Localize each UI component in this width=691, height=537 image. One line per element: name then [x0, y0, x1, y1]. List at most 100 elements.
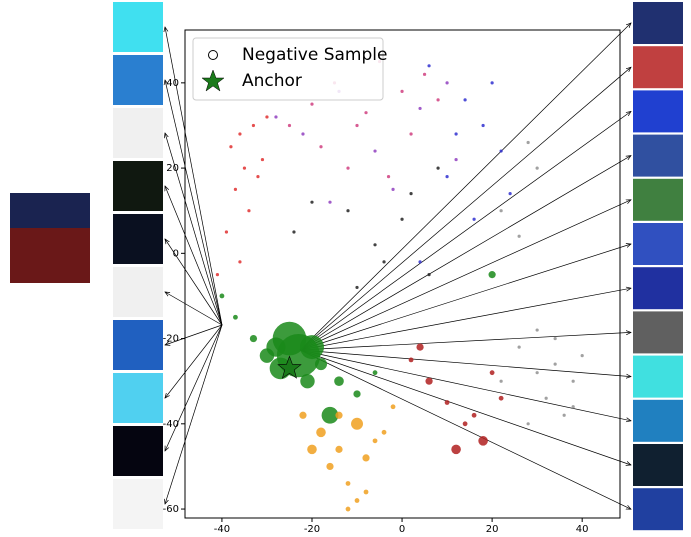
- point: [300, 335, 324, 359]
- thumbnail: [633, 488, 683, 530]
- arrow: [300, 350, 631, 421]
- point: [500, 209, 503, 212]
- point: [261, 158, 264, 161]
- thumbnail: [113, 426, 163, 476]
- point: [454, 158, 457, 161]
- point: [572, 405, 575, 408]
- point: [491, 81, 494, 84]
- point: [400, 90, 403, 93]
- point: [391, 188, 394, 191]
- y-tick-label: 0: [173, 248, 179, 259]
- point: [472, 218, 475, 221]
- point: [500, 380, 503, 383]
- plot-frame: [185, 30, 620, 518]
- thumbnail: [633, 223, 683, 265]
- point: [387, 175, 390, 178]
- point: [489, 271, 496, 278]
- point: [436, 166, 439, 169]
- point: [364, 490, 369, 495]
- thumbnail: [113, 214, 163, 264]
- figure: -40-200204040200-20-40-60 Negative Sampl…: [0, 0, 691, 533]
- x-tick-label: -40: [214, 524, 230, 533]
- point: [581, 354, 584, 357]
- point: [247, 209, 250, 212]
- point: [229, 145, 232, 148]
- query-image-detail: [10, 228, 90, 283]
- point: [478, 436, 488, 446]
- point: [250, 335, 257, 342]
- point: [409, 132, 412, 135]
- point: [256, 175, 259, 178]
- point: [355, 124, 358, 127]
- point: [416, 343, 423, 350]
- point: [423, 73, 426, 76]
- point: [518, 345, 521, 348]
- point: [382, 260, 385, 263]
- point: [315, 358, 327, 370]
- thumbnail: [633, 311, 683, 353]
- thumbnail: [113, 161, 163, 211]
- point: [346, 166, 349, 169]
- point: [216, 273, 219, 276]
- y-tick-label: -20: [163, 334, 179, 345]
- point: [353, 390, 360, 397]
- point: [265, 115, 268, 118]
- point: [225, 230, 228, 233]
- point: [243, 166, 246, 169]
- thumbnail: [113, 55, 163, 105]
- point: [536, 166, 539, 169]
- point: [427, 273, 430, 276]
- point: [292, 230, 295, 233]
- thumbnail: [633, 135, 683, 177]
- point: [233, 315, 238, 320]
- point: [220, 294, 225, 299]
- point: [382, 430, 387, 435]
- point: [335, 412, 342, 419]
- arrow: [300, 244, 631, 350]
- point: [451, 445, 461, 455]
- thumbnail: [633, 444, 683, 486]
- legend-label: Anchor: [242, 71, 302, 91]
- y-tick-label: -40: [163, 419, 179, 430]
- point: [373, 243, 376, 246]
- point: [490, 370, 495, 375]
- point: [274, 115, 277, 118]
- thumbnail: [113, 320, 163, 370]
- point: [572, 380, 575, 383]
- point: [536, 371, 539, 374]
- point: [335, 446, 342, 453]
- point: [527, 422, 530, 425]
- arrow: [165, 325, 222, 504]
- point: [463, 98, 466, 101]
- thumbnail: [113, 479, 163, 529]
- thumbnail: [113, 267, 163, 317]
- point: [563, 414, 566, 417]
- point: [518, 235, 521, 238]
- point: [300, 374, 314, 388]
- point: [310, 103, 313, 106]
- y-tick-label: 20: [166, 163, 179, 174]
- thumbnail: [633, 400, 683, 442]
- point: [299, 412, 306, 419]
- legend-label: Negative Sample: [242, 45, 387, 65]
- point: [373, 370, 378, 375]
- point: [454, 132, 457, 135]
- arrow: [300, 67, 631, 350]
- arrow: [300, 111, 631, 350]
- point: [409, 192, 412, 195]
- point: [351, 418, 363, 430]
- point: [427, 64, 430, 67]
- point: [499, 396, 504, 401]
- point: [554, 363, 557, 366]
- thumbnail: [633, 267, 683, 309]
- point: [545, 397, 548, 400]
- point: [334, 376, 344, 386]
- point: [328, 201, 331, 204]
- point: [536, 328, 539, 331]
- point: [391, 404, 396, 409]
- point: [425, 378, 432, 385]
- arrow: [300, 332, 631, 350]
- point: [445, 81, 448, 84]
- point: [509, 192, 512, 195]
